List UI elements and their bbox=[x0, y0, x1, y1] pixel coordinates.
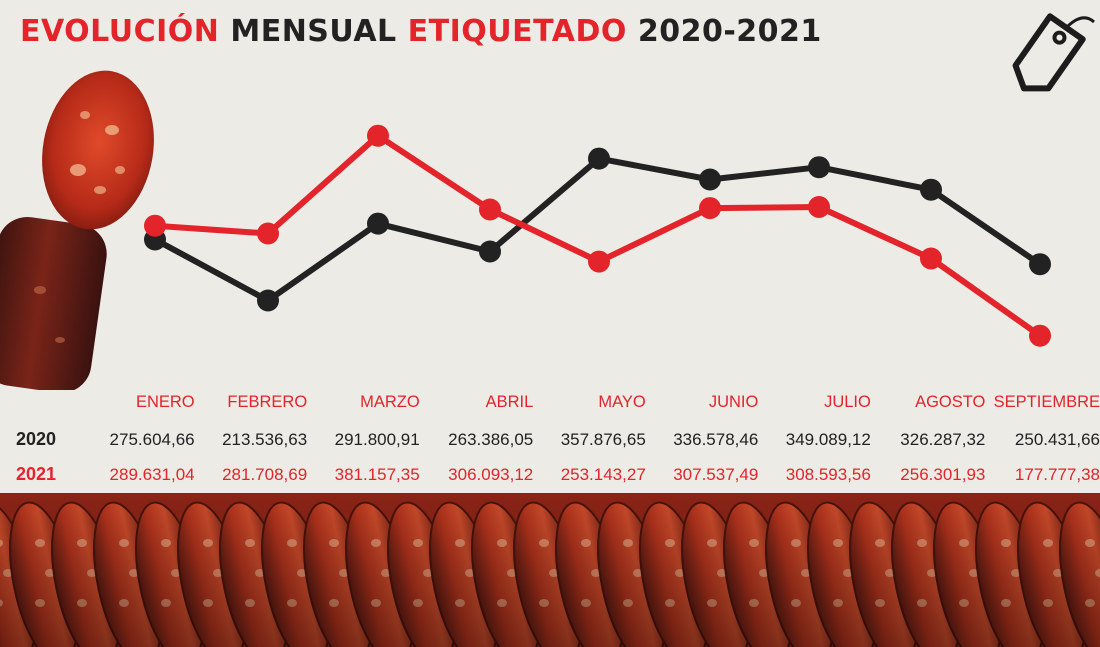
value-cell-2020: 275.604,66 bbox=[109, 429, 195, 449]
data-point-2021-junio bbox=[699, 197, 721, 220]
value-cell-2020: 250.431,66 bbox=[1014, 429, 1100, 449]
month-label: MAYO bbox=[598, 392, 646, 411]
month-label: JUNIO bbox=[708, 392, 759, 411]
title-part-3: ETIQUETADO bbox=[407, 14, 627, 49]
data-point-2020-junio bbox=[699, 168, 721, 191]
row-label-2020: 2020 bbox=[16, 429, 57, 449]
data-point-2021-mayo bbox=[588, 250, 610, 273]
data-point-2021-julio bbox=[808, 196, 830, 218]
data-point-2021-septiembre bbox=[1029, 324, 1051, 347]
value-cell-2021: 177.777,38 bbox=[1014, 464, 1100, 484]
series-2021 bbox=[144, 124, 1051, 347]
value-cell-2021: 381.157,35 bbox=[334, 464, 420, 484]
title-part-1: EVOLUCIÓN bbox=[20, 14, 220, 49]
row-label-2021: 2021 bbox=[16, 464, 57, 484]
value-cell-2020: 326.287,32 bbox=[900, 429, 986, 449]
row-2021: 2021 289.631,04 281.708,69 381.157,35 306.0… bbox=[0, 457, 1100, 492]
value-cell-2021: 307.537,49 bbox=[673, 464, 759, 484]
value-cell-2020: 349.089,12 bbox=[785, 429, 871, 449]
value-cell-2020: 291.800,91 bbox=[334, 429, 420, 449]
value-cell-2021: 289.631,04 bbox=[109, 464, 195, 484]
series-2020 bbox=[144, 147, 1051, 312]
data-table: ENERO FEBRERO MARZO ABRIL MAYO JUNIO JULIO AGOS… bbox=[0, 382, 1100, 492]
value-cell-2020: 263.386,05 bbox=[448, 429, 534, 449]
tag-icon bbox=[1012, 13, 1096, 92]
data-point-2020-mayo bbox=[588, 147, 610, 170]
data-point-2020-septiembre bbox=[1029, 253, 1051, 276]
value-cell-2021: 306.093,12 bbox=[448, 464, 534, 484]
value-cell-2020: 213.536,63 bbox=[222, 429, 308, 449]
value-cell-2021: 308.593,56 bbox=[785, 464, 871, 484]
month-label: ENERO bbox=[135, 392, 195, 411]
series-line-2020 bbox=[152, 155, 1043, 304]
value-cell-2021: 253.143,27 bbox=[560, 464, 646, 484]
month-header-row: ENERO FEBRERO MARZO ABRIL MAYO JUNIO JULIO AGOS… bbox=[0, 382, 1100, 422]
data-point-2020-agosto bbox=[920, 178, 942, 201]
empty-header-cell bbox=[0, 382, 85, 422]
month-label: SEPTIEMBRE bbox=[993, 392, 1100, 411]
chart-title: EVOLUCIÓN MENSUAL ETIQUETADO 2020-2021 bbox=[20, 14, 822, 49]
value-cell-2021: 256.301,93 bbox=[900, 464, 986, 484]
month-label: FEBRERO bbox=[227, 392, 308, 411]
data-point-2020-julio bbox=[808, 156, 830, 179]
value-cell-2021: 281.708,69 bbox=[222, 464, 308, 484]
data-point-2021-enero bbox=[144, 214, 166, 237]
title-part-2: MENSUAL bbox=[230, 14, 397, 49]
value-cell-2020: 336.578,46 bbox=[673, 429, 759, 449]
month-label: MARZO bbox=[360, 392, 420, 411]
data-point-2020-marzo bbox=[367, 212, 389, 235]
data-point-2021-marzo bbox=[367, 124, 389, 147]
row-2020: 2020 275.604,66 213.536,63 291.800,91 263.3… bbox=[0, 422, 1100, 457]
value-cell-2020: 357.876,65 bbox=[560, 429, 646, 449]
data-point-2021-abril bbox=[479, 198, 501, 221]
data-point-2020-abril bbox=[479, 240, 501, 263]
data-point-2021-febrero bbox=[257, 222, 279, 245]
line-chart bbox=[144, 124, 1051, 347]
month-label: ABRIL bbox=[485, 392, 534, 411]
data-point-2021-agosto bbox=[920, 247, 942, 270]
title-part-4: 2020-2021 bbox=[637, 14, 822, 49]
chorizo-slices-image bbox=[0, 493, 1100, 647]
chorizo-stick-image bbox=[0, 70, 154, 390]
month-label: JULIO bbox=[824, 392, 871, 411]
month-label: AGOSTO bbox=[915, 392, 986, 411]
data-point-2020-febrero bbox=[257, 289, 279, 312]
